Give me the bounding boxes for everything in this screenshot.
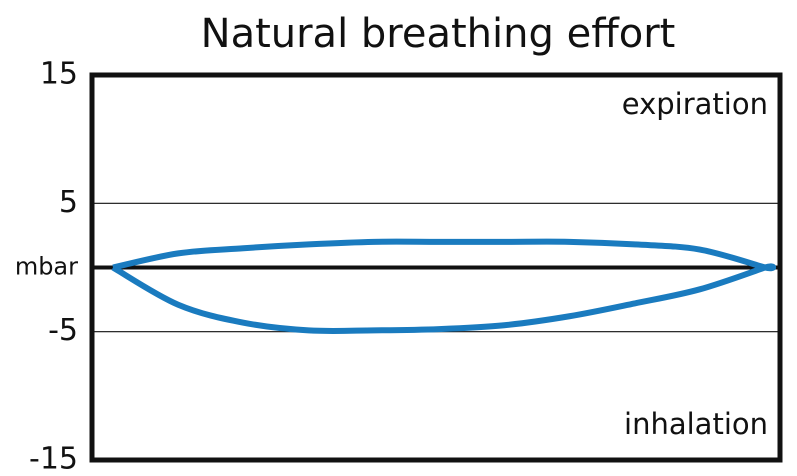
annotation: expiration [622, 87, 768, 121]
breathing-curve [111, 238, 777, 335]
y-tick-label: 5 [59, 185, 78, 220]
plot-frame [89, 72, 783, 463]
y-tick-label: -15 [29, 442, 78, 473]
y-tick-label: -5 [48, 313, 78, 348]
chart-title: Natural breathing effort [201, 11, 676, 57]
y-tick-label: mbar [15, 253, 78, 281]
y-tick-label: 15 [40, 57, 78, 92]
annotation: inhalation [624, 407, 768, 441]
